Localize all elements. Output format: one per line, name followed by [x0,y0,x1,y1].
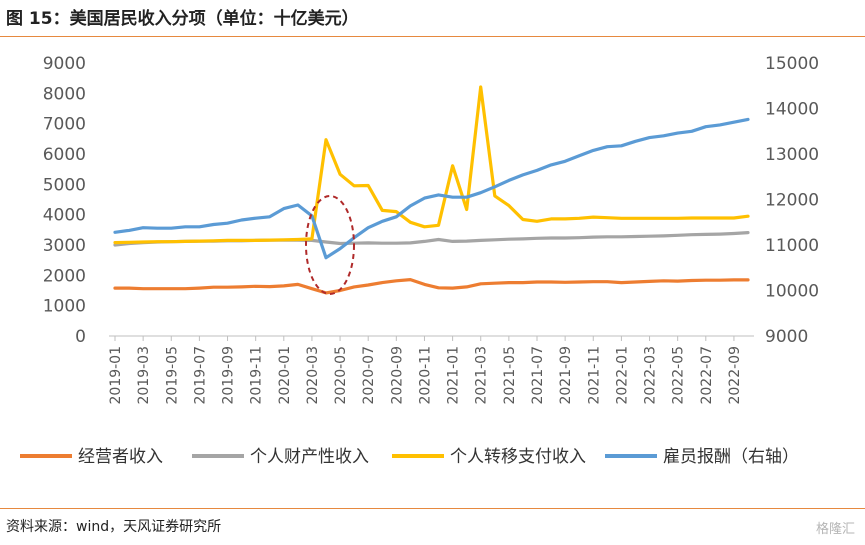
footer-rule [0,508,865,509]
x-tick-label: 2020-01 [277,346,293,405]
x-tick-label: 2022-07 [699,346,715,405]
x-tick-label: 2020-09 [389,346,405,405]
source-note: 资料来源：wind，天风证券研究所 [6,519,222,535]
right-tick-label: 14000 [765,100,819,120]
legend-label: 个人财产性收入 [250,447,369,467]
x-tick-label: 2019-07 [192,346,208,405]
right-tick-label: 10000 [765,282,819,302]
x-tick-label: 2020-07 [361,346,377,405]
x-tick-label: 2021-01 [446,346,462,405]
chart: 0 1000 2000 3000 4000 5000 6000 7000 8000 9000 90… [20,54,819,467]
x-tick-label: 2022-09 [727,346,743,405]
series-line-2 [113,85,750,245]
x-tick-label: 2019-01 [108,346,124,405]
left-tick-label: 7000 [43,115,86,135]
left-tick-label: 8000 [43,84,86,104]
x-tick-label: 2019-03 [136,346,152,405]
legend-label: 雇员报酬（右轴） [663,447,799,467]
x-tick-label: 2020-03 [305,346,321,405]
series-layer [113,85,750,295]
legend-label: 个人转移支付收入 [450,447,586,467]
watermark: 格隆汇 [815,522,855,537]
x-tick-label: 2021-07 [530,346,546,405]
x-tick-label: 2021-11 [586,346,602,405]
right-tick-label: 9000 [765,327,808,347]
x-tick-label: 2022-05 [671,346,687,405]
x-tick-label: 2021-05 [502,346,518,405]
left-tick-label: 1000 [43,297,86,317]
x-tick-label: 2020-05 [333,346,349,405]
highlight-ellipse [305,195,355,295]
x-tick-label: 2022-01 [614,346,630,405]
right-tick-label: 15000 [765,54,819,74]
left-tick-label: 4000 [43,206,86,226]
right-tick-label: 13000 [765,145,819,165]
left-tick-label: 0 [75,327,86,347]
header-rule [0,36,865,37]
left-tick-label: 9000 [43,54,86,74]
chart-title: 图 15：美国居民收入分项（单位：十亿美元） [6,9,359,29]
x-tick-label: 2019-11 [249,346,265,405]
left-tick-label: 6000 [43,145,86,165]
x-tick-label: 2020-11 [417,346,433,405]
x-tick-label: 2021-09 [558,346,574,405]
x-tick-label: 2019-05 [164,346,180,405]
series-line-1 [113,231,750,247]
left-tick-label: 5000 [43,175,86,195]
right-tick-label: 11000 [765,236,819,256]
x-tick-label: 2021-03 [474,346,490,405]
x-tick-label: 2022-03 [643,346,659,405]
x-axis: 2019-01 2019-03 2019-05 2019-07 2019-09 2019-… [108,335,754,405]
x-tick-label: 2019-09 [221,346,237,405]
left-tick-label: 2000 [43,266,86,286]
right-axis: 9000 10000 11000 12000 13000 14000 15000 [765,54,819,347]
legend: 经营者收入 个人财产性收入 个人转移支付收入 雇员报酬（右轴） [20,447,799,467]
legend-label: 经营者收入 [78,447,163,467]
left-tick-label: 3000 [43,236,86,256]
series-line-0 [113,278,750,295]
left-axis: 0 1000 2000 3000 4000 5000 6000 7000 8000 9000 [43,54,86,347]
series-line-3 [113,117,750,260]
right-tick-label: 12000 [765,191,819,211]
